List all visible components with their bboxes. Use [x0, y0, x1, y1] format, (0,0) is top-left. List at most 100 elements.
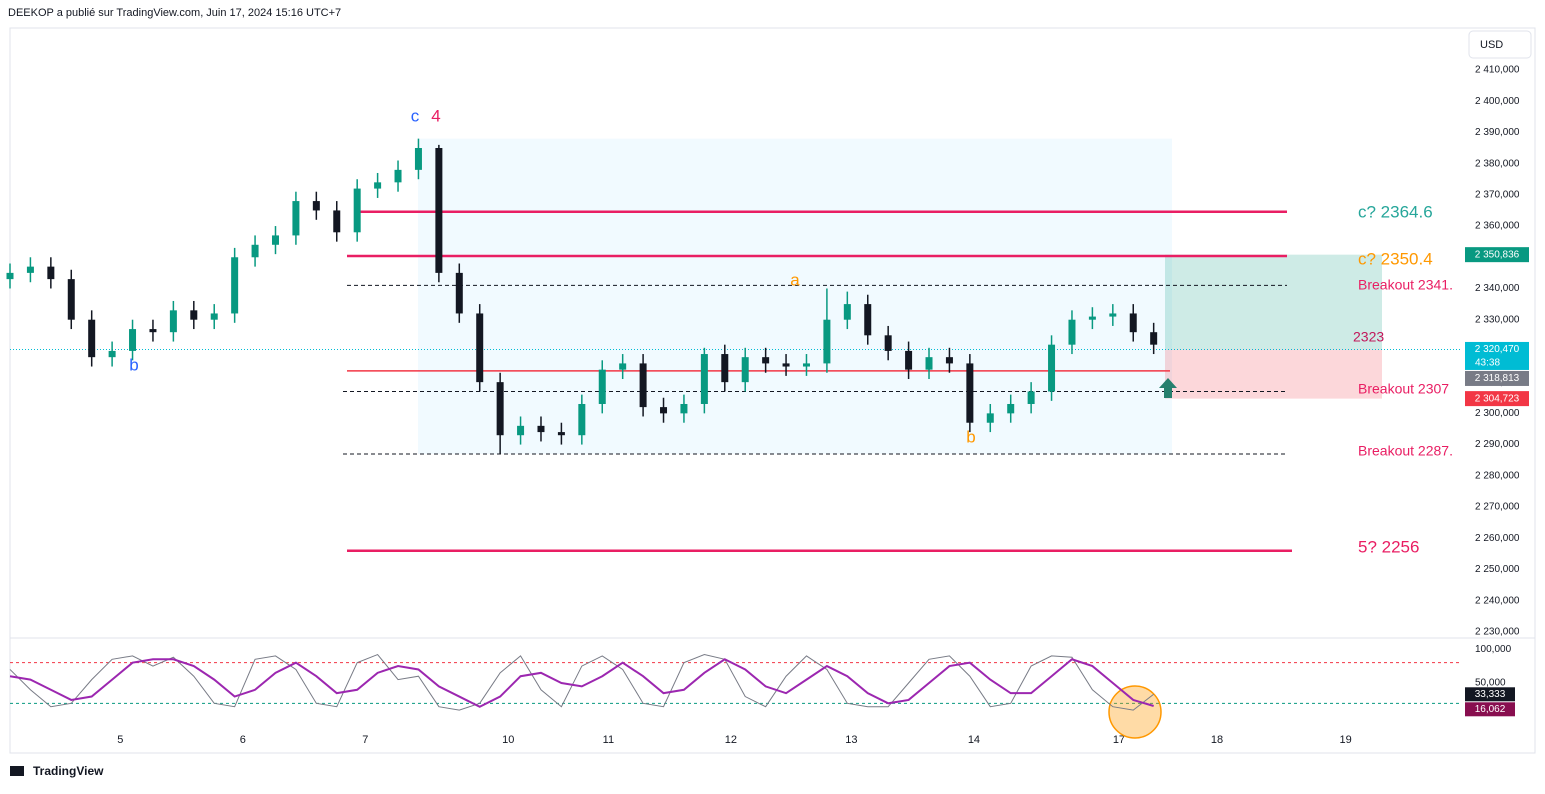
candle-body: [394, 169, 402, 183]
osc-tick-label: 50,000: [1475, 678, 1506, 689]
osc-label-box: [1465, 687, 1515, 702]
candle-body: [414, 148, 422, 170]
wave-label: a: [790, 270, 800, 289]
x-tick-label: 10: [502, 734, 514, 746]
wave-label: b: [129, 355, 138, 374]
price-label-box: [1465, 391, 1529, 407]
candle-body: [945, 357, 953, 364]
candle-body: [966, 363, 974, 423]
currency: USD: [1480, 39, 1503, 51]
annotation: 2323: [1353, 329, 1384, 345]
x-tick-label: 14: [968, 734, 980, 746]
candle-body: [517, 425, 525, 436]
annotation: 5? 2256: [1358, 537, 1419, 556]
price-label-box: [1465, 247, 1529, 263]
y-tick-label: 2 390,000: [1475, 127, 1520, 138]
candle-body: [843, 304, 851, 320]
y-tick-label: 2 370,000: [1475, 189, 1520, 200]
osc-tick-label: 100,000: [1475, 644, 1512, 655]
candle-body: [700, 354, 708, 404]
x-tick-label: 12: [725, 734, 737, 746]
x-tick-label: 17: [1113, 734, 1125, 746]
osc-line: [9, 653, 1154, 711]
highlight-circle: [1108, 685, 1162, 739]
candle-body: [312, 201, 320, 211]
annotation: Breakout 2341.: [1358, 277, 1453, 293]
annotation: Breakout 2287.: [1358, 443, 1453, 459]
logo: [10, 766, 24, 776]
candle-body: [986, 413, 994, 423]
y-tick-label: 2 360,000: [1475, 221, 1520, 232]
candle-body: [210, 313, 218, 320]
annotation: c? 2350.4: [1358, 249, 1433, 268]
candle-body: [108, 350, 116, 358]
y-tick-label: 2 260,000: [1475, 533, 1520, 544]
candle-body: [190, 310, 198, 320]
y-tick-label: 2 330,000: [1475, 314, 1520, 325]
frame: [9, 27, 1536, 754]
candle-body: [619, 363, 627, 370]
osc-line: [9, 658, 1154, 708]
y-tick-label: 2 240,000: [1475, 595, 1520, 606]
candle-body: [680, 403, 688, 414]
x-tick-label: 7: [362, 734, 368, 746]
candle-body: [1150, 332, 1158, 345]
price-label: 2 320,470: [1475, 344, 1520, 355]
price-label: 2 304,723: [1475, 393, 1520, 404]
y-tick-label: 2 380,000: [1475, 158, 1520, 169]
y-tick-label: 2 270,000: [1475, 502, 1520, 513]
y-tick-label: 2 250,000: [1475, 564, 1520, 575]
target-zone: [1165, 254, 1382, 350]
x-tick-label: 19: [1340, 734, 1352, 746]
candle-body: [925, 357, 933, 370]
candle-body: [721, 354, 729, 383]
candle-body: [292, 201, 300, 236]
osc-label: 16,062: [1475, 704, 1506, 715]
candle-body: [476, 313, 484, 383]
candle-body: [537, 425, 545, 433]
price-label: 2 350,836: [1475, 249, 1520, 260]
osc-label-box: [1465, 702, 1515, 717]
x-tick-label: 6: [240, 734, 246, 746]
osc-label: 33,333: [1475, 689, 1506, 700]
candle-body: [149, 329, 157, 333]
candle-body: [884, 335, 892, 351]
candle-body: [864, 304, 872, 336]
candle-body: [1048, 344, 1056, 392]
candle-body: [762, 357, 770, 364]
annotation: c? 2364.6: [1358, 202, 1433, 221]
candle-body: [47, 266, 55, 280]
x-tick-label: 18: [1211, 734, 1223, 746]
candle-body: [6, 272, 14, 280]
annotation: Breakout 2307: [1358, 381, 1449, 397]
candle-body: [271, 235, 279, 245]
candle-body: [1109, 313, 1117, 317]
candle-body: [782, 363, 790, 367]
candle-body: [639, 363, 647, 408]
y-tick-label: 2 400,000: [1475, 96, 1520, 107]
entry-arrow: [1159, 378, 1177, 398]
y-tick-label: 2 280,000: [1475, 470, 1520, 481]
wave-label: c: [411, 106, 420, 125]
y-tick-label: 2 300,000: [1475, 408, 1520, 419]
price-label: 2 318,813: [1475, 373, 1520, 384]
candle-body: [741, 357, 749, 383]
candle-body: [557, 432, 565, 436]
currency-button[interactable]: [1468, 30, 1532, 59]
x-tick-label: 13: [845, 734, 857, 746]
candle-body: [251, 244, 259, 258]
y-tick-label: 2 230,000: [1475, 627, 1520, 638]
wave-label: 4: [431, 106, 440, 125]
candle-body: [496, 382, 504, 436]
candle-body: [660, 407, 668, 414]
chart: 2 230,000 2 240,000 2 250,000 2 260,000 2 27…: [6, 65, 1529, 746]
candle-body: [333, 210, 341, 233]
price-label-box: [1465, 341, 1529, 370]
range-box: [418, 138, 1172, 454]
candle-body: [26, 266, 34, 273]
candle-body: [1027, 391, 1035, 404]
price-label-box: [1465, 370, 1529, 386]
candle-body: [1007, 403, 1015, 414]
